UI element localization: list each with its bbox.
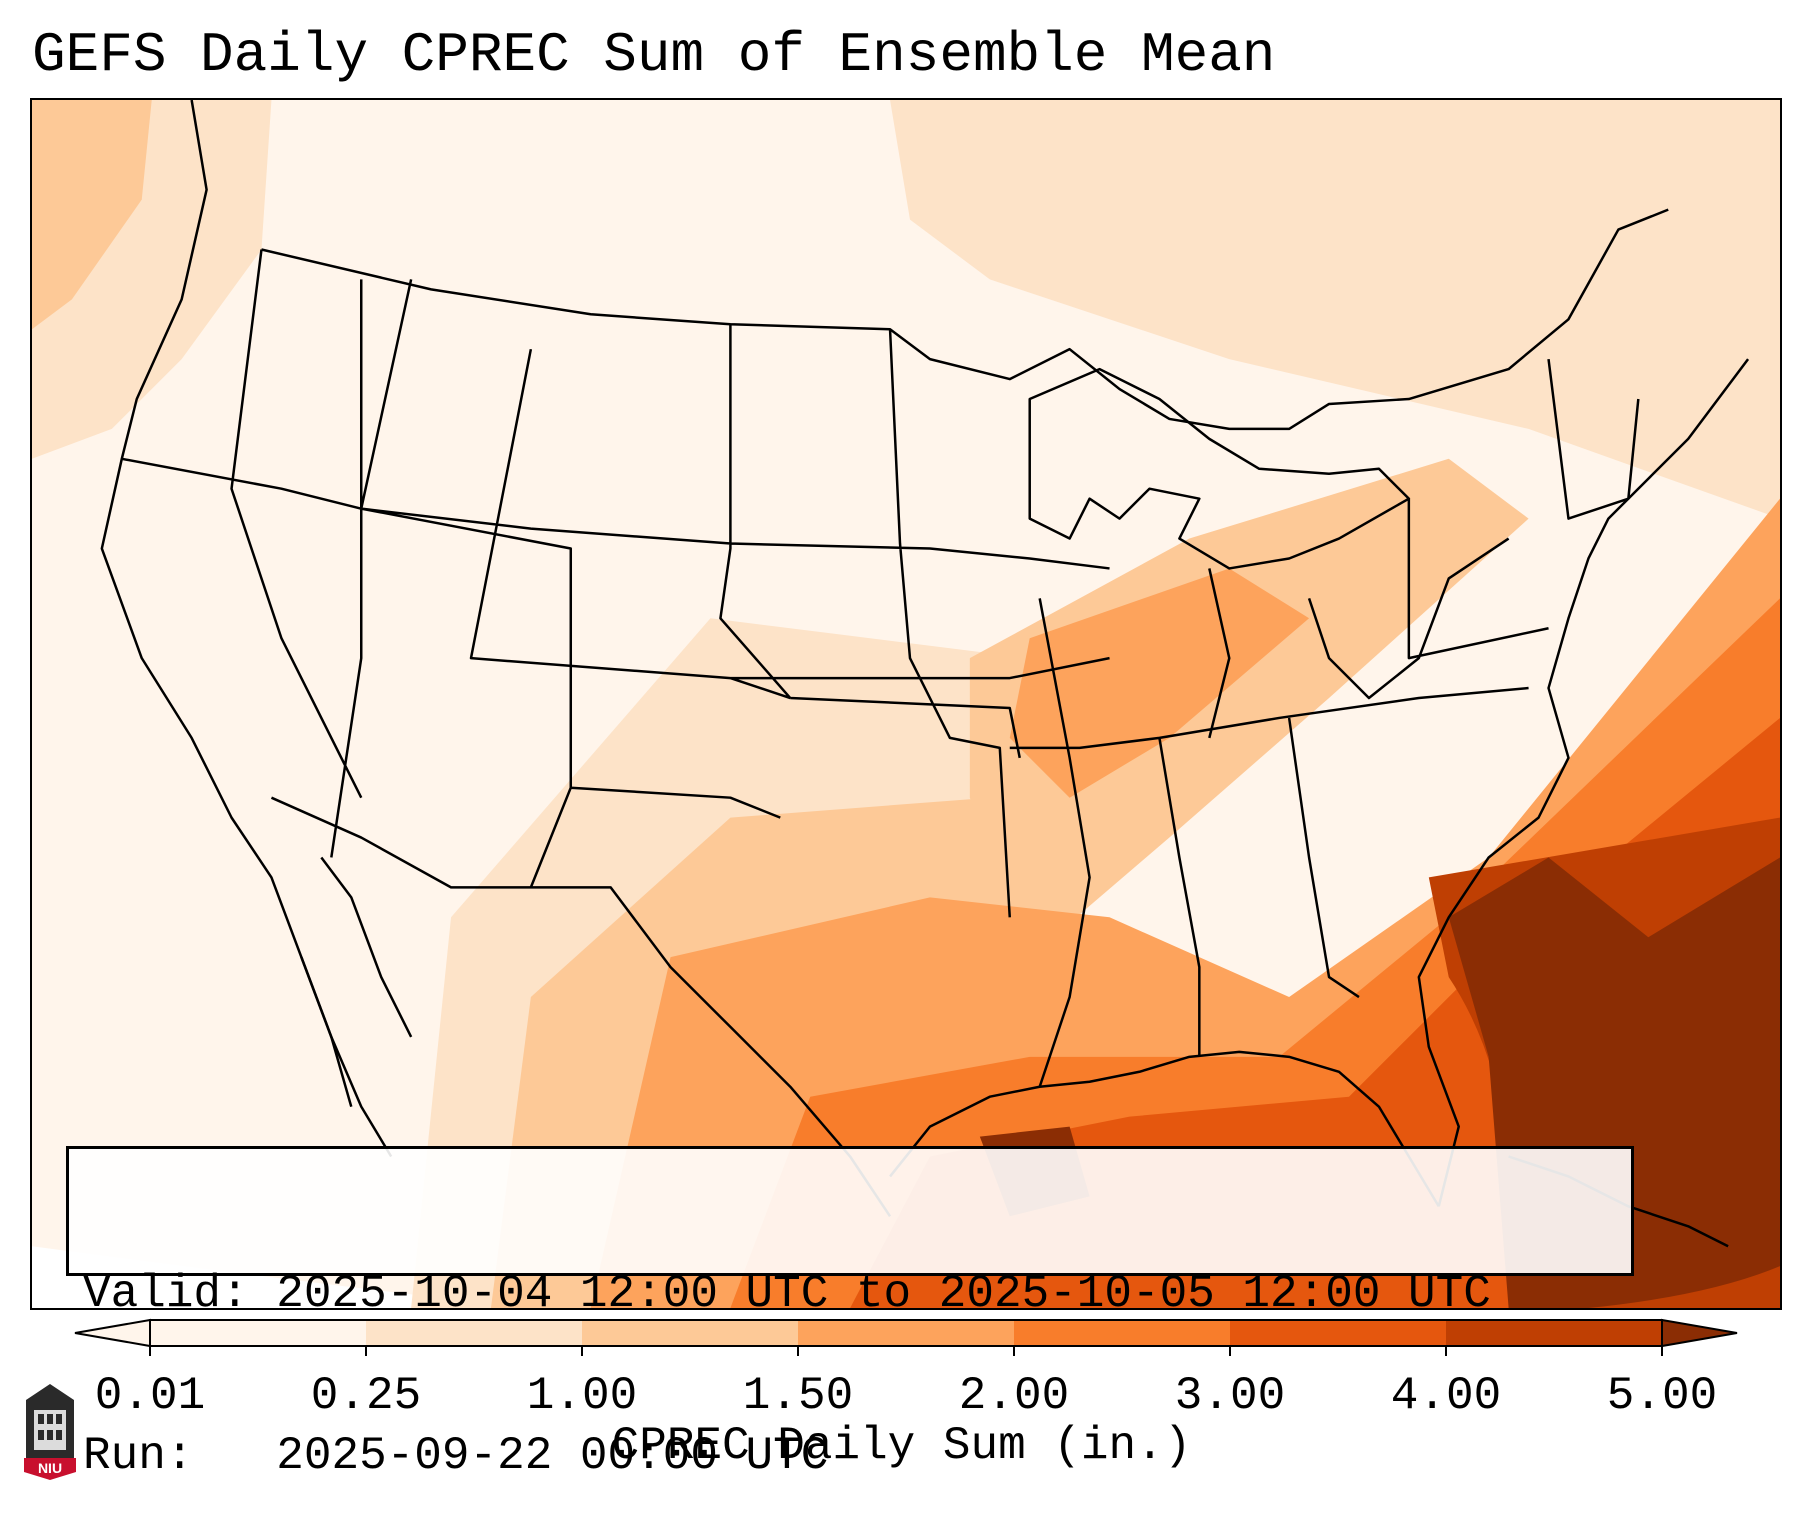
colorbar-segment xyxy=(1230,1320,1446,1346)
logo-text: NIU xyxy=(38,1460,62,1476)
colorbar-tick-label: 2.00 xyxy=(959,1370,1069,1420)
shade-pacific-nw-core xyxy=(32,100,152,330)
valid-label: Valid: xyxy=(83,1268,249,1320)
colorbar: 0.01 0.25 1.00 1.50 2.00 3.00 4.00 5.00 xyxy=(74,1318,1738,1420)
colorbar-segment xyxy=(798,1320,1014,1346)
northern-border xyxy=(261,208,1669,431)
gulf-coastline xyxy=(889,1050,1440,1207)
east-coastline xyxy=(1417,358,1750,1207)
colorbar-tick-label: 1.00 xyxy=(527,1370,637,1420)
colorbar-tick-label: 3.00 xyxy=(1175,1370,1285,1420)
run-row: Run: 2025-09-22 00:00 UTC xyxy=(83,1429,1631,1483)
run-label: Run: xyxy=(83,1430,194,1482)
colorbar-ticks: 0.01 0.25 1.00 1.50 2.00 3.00 4.00 5.00 xyxy=(95,1346,1717,1420)
map-panel xyxy=(30,98,1782,1310)
university-tower-icon: NIU xyxy=(24,1384,76,1480)
valid-run-info-box: Valid: 2025-10-04 12:00 UTC to 2025-10-0… xyxy=(66,1146,1634,1482)
colorbar-segment xyxy=(1446,1320,1662,1346)
valid-value: 2025-10-04 12:00 UTC to 2025-10-05 12:00… xyxy=(276,1268,1491,1320)
colorbar-tick-label: 0.01 xyxy=(95,1370,205,1420)
colorbar-segment xyxy=(366,1320,582,1346)
colorbar-extend-low xyxy=(74,1318,151,1348)
run-value: 2025-09-22 00:00 UTC xyxy=(276,1430,829,1482)
colorbar-tick-label: 1.50 xyxy=(743,1370,853,1420)
colorbar-extend-high xyxy=(1661,1318,1738,1348)
great-lakes xyxy=(1028,367,1411,570)
colorbar-label: CPREC Daily Sum (in.) xyxy=(611,1420,1192,1472)
colorbar-segments xyxy=(74,1318,1738,1348)
colorbar-segment xyxy=(150,1320,366,1346)
colorbar-segment xyxy=(1014,1320,1230,1346)
mexico-border xyxy=(270,796,892,1217)
valid-row: Valid: 2025-10-04 12:00 UTC to 2025-10-0… xyxy=(83,1267,1631,1321)
colorbar-tick-label: 0.25 xyxy=(311,1370,421,1420)
colorbar-outline xyxy=(149,1319,1663,1347)
colorbar-tick-label: 5.00 xyxy=(1607,1370,1717,1420)
shade-ohio-valley-core xyxy=(1009,568,1310,798)
shade-northern-band xyxy=(890,100,1780,519)
colorbar-segment xyxy=(582,1320,798,1346)
domain-outside-bottom-left xyxy=(32,1246,531,1308)
map-title: GEFS Daily CPREC Sum of Ensemble Mean xyxy=(32,23,1276,87)
shade-ohio-valley xyxy=(969,458,1529,958)
baja-california xyxy=(300,856,413,1158)
colorbar-tick-label: 4.00 xyxy=(1391,1370,1501,1420)
precip-map xyxy=(32,100,1780,1308)
state-lines xyxy=(121,249,1640,1088)
